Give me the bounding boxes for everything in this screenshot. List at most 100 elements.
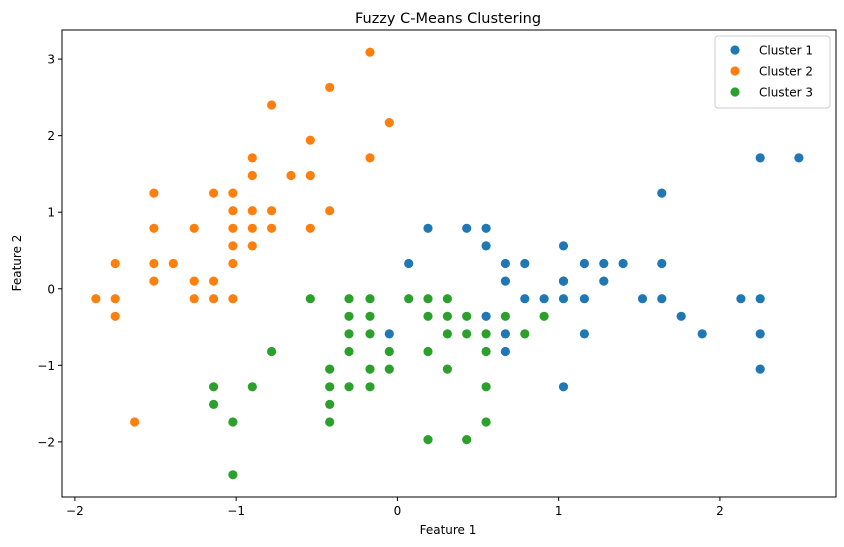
cluster-1-point	[558, 241, 569, 251]
cluster-2-point	[228, 223, 238, 233]
cluster-3-point	[442, 364, 452, 374]
cluster-3-point	[423, 435, 433, 445]
y-tick-label: 3	[47, 53, 55, 67]
cluster-2-point	[189, 294, 199, 304]
cluster-2-point	[189, 276, 199, 286]
cluster-3-point	[325, 399, 335, 409]
cluster-1-point	[657, 294, 667, 304]
x-axis-label: Feature 1	[420, 523, 477, 537]
y-axis-label: Feature 2	[10, 235, 24, 292]
cluster-3-point	[520, 329, 530, 339]
cluster-3-point	[481, 329, 491, 339]
cluster-1-point	[539, 294, 549, 304]
cluster-3-point	[344, 346, 354, 357]
cluster-3-point	[481, 382, 491, 392]
points-layer	[91, 47, 804, 480]
y-tick-label: −2	[37, 435, 55, 449]
cluster-1-point	[794, 153, 804, 163]
cluster-1-point	[579, 258, 590, 269]
cluster-3-point	[462, 329, 472, 339]
x-tick-label: −2	[66, 504, 84, 518]
cluster-2-point	[168, 258, 178, 269]
cluster-2-point	[149, 276, 159, 286]
legend-marker	[730, 45, 740, 55]
x-tick-label: 1	[555, 504, 563, 518]
cluster-2-point	[209, 188, 219, 198]
cluster-3-point	[462, 435, 472, 445]
cluster-3-point	[344, 329, 354, 339]
cluster-2-point	[267, 206, 277, 216]
cluster-1-point	[558, 276, 569, 286]
cluster-2-point	[286, 170, 296, 181]
cluster-2-point	[110, 258, 120, 269]
cluster-2-point	[149, 258, 159, 269]
legend: Cluster 1 Cluster 2 Cluster 3	[714, 35, 831, 109]
cluster-2-point	[110, 294, 120, 304]
cluster-3-point	[209, 399, 219, 409]
cluster-2-point	[110, 311, 120, 321]
cluster-3-point	[325, 364, 335, 374]
cluster-3-point	[423, 294, 433, 304]
x-tick-label: 2	[716, 504, 724, 518]
cluster-2-point	[228, 206, 238, 216]
cluster-1-point	[755, 153, 765, 163]
cluster-2-point	[228, 188, 238, 198]
y-tick-label: −1	[37, 359, 55, 373]
legend-marker	[730, 87, 740, 97]
cluster-1-point	[579, 294, 590, 304]
cluster-1-point	[481, 223, 491, 233]
cluster-3-point	[500, 311, 510, 321]
cluster-3-point	[228, 417, 238, 427]
cluster-1-point	[404, 258, 414, 269]
cluster-1-point	[558, 382, 569, 392]
cluster-2-point	[189, 223, 199, 233]
cluster-2-point	[325, 206, 335, 216]
cluster-3-point	[539, 311, 549, 321]
cluster-2-point	[209, 294, 219, 304]
cluster-1-point	[676, 311, 686, 321]
cluster-3-point	[209, 382, 219, 392]
cluster-1-point	[579, 329, 590, 339]
cluster-2-point	[228, 258, 238, 269]
cluster-2-point	[247, 241, 257, 251]
y-axis: −2 −1 0 1 2 3	[37, 53, 62, 449]
legend-frame	[714, 35, 831, 109]
cluster-2-point	[247, 206, 257, 216]
x-tick-label: 0	[394, 504, 402, 518]
cluster-3-point	[344, 311, 354, 321]
cluster-2-point	[247, 153, 257, 163]
y-tick-label: 2	[47, 129, 55, 143]
legend-label: Cluster 1	[759, 44, 813, 58]
cluster-1-point	[657, 258, 667, 269]
plot-area-frame	[61, 29, 837, 498]
cluster-3-point	[404, 294, 414, 304]
y-tick-label: 0	[47, 282, 55, 296]
cluster-3-point	[462, 311, 472, 321]
cluster-2-point	[228, 241, 238, 251]
cluster-1-point	[500, 276, 510, 286]
cluster-3-point	[247, 382, 257, 392]
cluster-1-point	[520, 258, 530, 269]
cluster-3-point	[344, 382, 354, 392]
cluster-3-point	[423, 311, 433, 321]
cluster-1-point	[500, 258, 510, 269]
cluster-3-point	[344, 294, 354, 304]
cluster-2-point	[247, 170, 257, 181]
cluster-1-point	[697, 329, 707, 339]
cluster-1-point	[755, 294, 765, 304]
cluster-1-point	[599, 258, 609, 269]
cluster-3-point	[442, 329, 452, 339]
x-tick-label: −1	[227, 504, 245, 518]
cluster-1-point	[481, 311, 491, 321]
cluster-2-point	[149, 188, 159, 198]
cluster-1-point	[736, 294, 746, 304]
cluster-3-point	[365, 311, 375, 321]
cluster-3-point	[325, 417, 335, 427]
cluster-2-point	[228, 294, 238, 304]
cluster-3-point	[442, 294, 452, 304]
cluster-3-point	[481, 346, 491, 357]
cluster-2-point	[247, 223, 257, 233]
cluster-2-point	[305, 223, 315, 233]
cluster-1-point	[755, 329, 765, 339]
